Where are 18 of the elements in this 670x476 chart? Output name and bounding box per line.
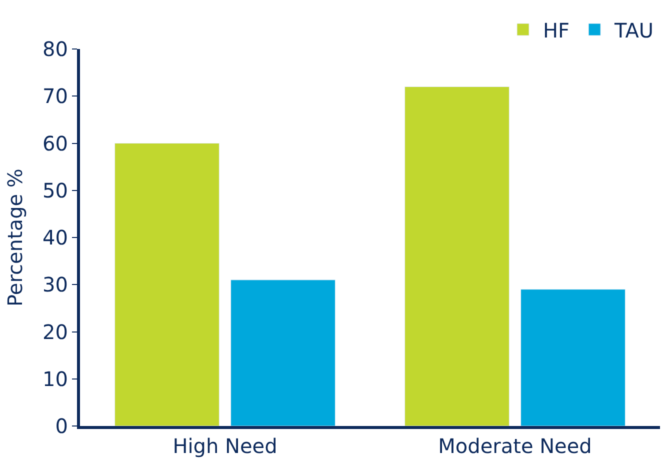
y-tick-label: 80 [42, 37, 68, 61]
y-axis-title: Percentage % [3, 168, 28, 306]
bar [520, 289, 626, 426]
y-tick-label: 40 [42, 226, 68, 250]
x-tick-label: Moderate Need [438, 434, 592, 458]
y-tick-label: 20 [42, 320, 68, 344]
y-tick-label: 10 [42, 366, 68, 391]
y-tick-label: 0 [55, 414, 68, 438]
y-tick-label: 70 [42, 84, 68, 108]
legend-label: TAU [614, 18, 654, 42]
y-tick-label: 30 [42, 272, 68, 297]
bar [230, 280, 336, 426]
x-tick-label: High Need [172, 434, 278, 458]
y-tick-label: 60 [42, 131, 68, 156]
bar [404, 86, 510, 426]
y-tick-label: 50 [42, 178, 68, 202]
bar [114, 143, 220, 426]
legend-label: HF [543, 18, 570, 42]
